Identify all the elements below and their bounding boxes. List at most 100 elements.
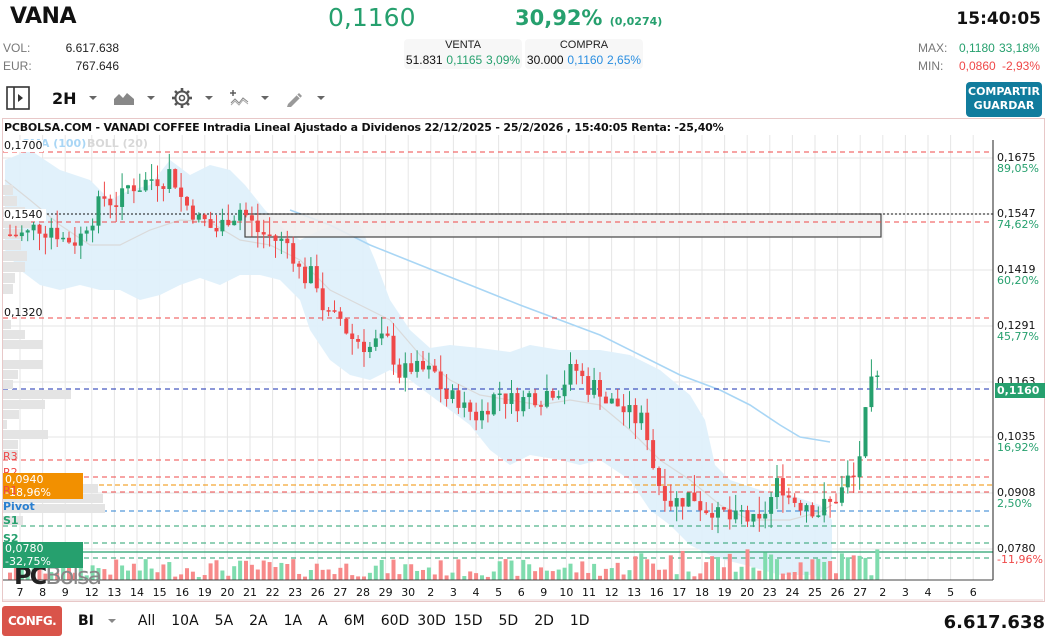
period-1d[interactable]: 1D xyxy=(569,613,590,629)
toggle-panel-button[interactable] xyxy=(6,86,30,110)
price-chart[interactable] xyxy=(0,0,1058,603)
drawing-tools-dropdown[interactable] xyxy=(285,89,325,107)
indicators-dropdown[interactable] xyxy=(229,89,269,107)
price-zone-box xyxy=(244,213,882,238)
x-axis-label: 5 xyxy=(495,586,503,599)
level-pivot: Pivot xyxy=(3,500,35,513)
x-axis-label: 15 xyxy=(152,586,167,599)
x-axis-label: 3 xyxy=(901,586,909,599)
clock: 15:40:05 xyxy=(956,9,1041,29)
min-pct: -2,93% xyxy=(1002,59,1041,73)
x-axis-label: 26 xyxy=(310,586,325,599)
y-axis-price: 0,1675 xyxy=(997,151,1036,164)
chart-area[interactable] xyxy=(2,118,1045,602)
change-abs: (0,0274) xyxy=(609,15,663,28)
eur-value: 767.646 xyxy=(75,59,119,73)
mode-dropdown[interactable]: BI xyxy=(78,613,94,629)
y-axis-pct: 2,50% xyxy=(997,497,1032,510)
period-10a[interactable]: 10A xyxy=(171,613,199,629)
x-axis-label: 29 xyxy=(378,586,393,599)
y-axis-price: 0,1035 xyxy=(997,430,1036,443)
max-value: 0,1180 xyxy=(959,41,995,55)
compra-label: COMPRA xyxy=(559,39,609,51)
x-axis-label: 28 xyxy=(356,586,370,599)
period-selector: BI All 10A 5A 2A 1A A 6M 60D 30D 15D 5D … xyxy=(78,613,606,629)
orange-price-tag: 0,0940 -18,96% xyxy=(3,473,83,499)
sidebar-toggle-icon xyxy=(6,86,30,110)
y-axis-price: 0,0780 xyxy=(997,542,1036,555)
period-5a[interactable]: 5A xyxy=(214,613,234,629)
level-lines xyxy=(3,151,993,559)
x-axis-label: 20 xyxy=(740,586,755,599)
period-2a[interactable]: 2A xyxy=(249,613,268,629)
x-axis-label: 30 xyxy=(401,586,416,599)
period-5d[interactable]: 5D xyxy=(498,613,519,629)
min-value: 0,0860 xyxy=(959,59,996,73)
y-axis-pct: 45,77% xyxy=(997,330,1039,343)
level-s2: S2 xyxy=(3,532,19,545)
y-axis-price: 0,1547 xyxy=(997,207,1036,220)
ticker-symbol: VANA xyxy=(10,4,77,29)
x-axis-label: 25 xyxy=(808,586,822,599)
gear-icon xyxy=(171,88,192,108)
x-axis-label: 4 xyxy=(924,586,932,599)
max-label: MAX: xyxy=(918,41,948,55)
x-axis-label: 26 xyxy=(830,586,845,599)
x-axis-label: 9 xyxy=(540,586,548,599)
sma-100-line xyxy=(289,209,831,443)
period-60d[interactable]: 60D xyxy=(380,613,410,629)
x-axis-label: 21 xyxy=(243,586,257,599)
period-a[interactable]: A xyxy=(318,613,328,629)
chart-title: PCBOLSA.COM - VANADI COFFEE Intradia Lin… xyxy=(4,121,724,134)
level-label-1700: 0,1700 xyxy=(4,139,43,152)
x-axis-label: 17 xyxy=(672,586,687,599)
vol-value: 6.617.638 xyxy=(65,41,119,55)
chart-toolbar: 2H xyxy=(6,84,341,112)
config-button[interactable]: CONFG. xyxy=(2,606,62,636)
x-axis-label: 7 xyxy=(16,586,24,599)
chevron-down-icon[interactable] xyxy=(107,619,116,623)
period-30d[interactable]: 30D xyxy=(417,613,446,629)
chevron-down-icon xyxy=(88,96,97,100)
indicator-add-icon xyxy=(229,90,248,106)
interval-dropdown[interactable]: 2H xyxy=(52,89,97,108)
venta-box: VENTA 51.831 0,1165 3,09% xyxy=(404,39,522,69)
max-pct: 33,18% xyxy=(999,41,1040,55)
period-15d[interactable]: 15D xyxy=(453,613,483,629)
venta-label: VENTA xyxy=(445,39,481,51)
candlesticks xyxy=(8,153,880,534)
min-label: MIN: xyxy=(918,59,944,73)
x-axis-label: 24 xyxy=(785,586,800,599)
chevron-down-icon xyxy=(260,96,269,100)
venta-qty: 51.831 xyxy=(405,53,443,67)
x-axis-label: 13 xyxy=(627,586,642,599)
settings-dropdown[interactable] xyxy=(171,87,213,109)
compra-qty: 30.000 xyxy=(526,53,564,67)
x-axis-label: 2 xyxy=(879,586,887,599)
period-all[interactable]: All xyxy=(137,613,156,629)
x-axis-label: 12 xyxy=(604,586,619,599)
x-axis-label: 20 xyxy=(220,586,235,599)
volume-total: 6.617.638 xyxy=(943,612,1045,633)
y-axis-pct: 16,92% xyxy=(997,441,1039,454)
chevron-down-icon xyxy=(204,96,213,100)
period-2d[interactable]: 2D xyxy=(534,613,554,629)
bollinger-middle xyxy=(4,179,833,521)
chart-type-dropdown[interactable] xyxy=(113,90,155,106)
x-axis-label: 8 xyxy=(39,586,47,599)
share-label: COMPARTIR xyxy=(968,85,1040,98)
venta-price: 0,1165 xyxy=(446,53,483,67)
interval-label: 2H xyxy=(52,88,77,108)
x-axis-label: 19 xyxy=(197,586,212,599)
share-save-button[interactable]: COMPARTIR GUARDAR xyxy=(966,82,1042,117)
x-axis-label: 12 xyxy=(84,586,99,599)
level-r3: R3 xyxy=(3,450,18,463)
x-axis-label: 4 xyxy=(472,586,480,599)
period-1a[interactable]: 1A xyxy=(283,613,303,629)
legend-boll: BOLL (20) xyxy=(87,137,148,150)
x-axis-label: 6 xyxy=(517,586,525,599)
chevron-down-icon xyxy=(316,96,325,100)
x-axis-label: 3 xyxy=(449,586,457,599)
x-axis-label: 6 xyxy=(969,586,977,599)
period-6m[interactable]: 6M xyxy=(343,613,365,629)
